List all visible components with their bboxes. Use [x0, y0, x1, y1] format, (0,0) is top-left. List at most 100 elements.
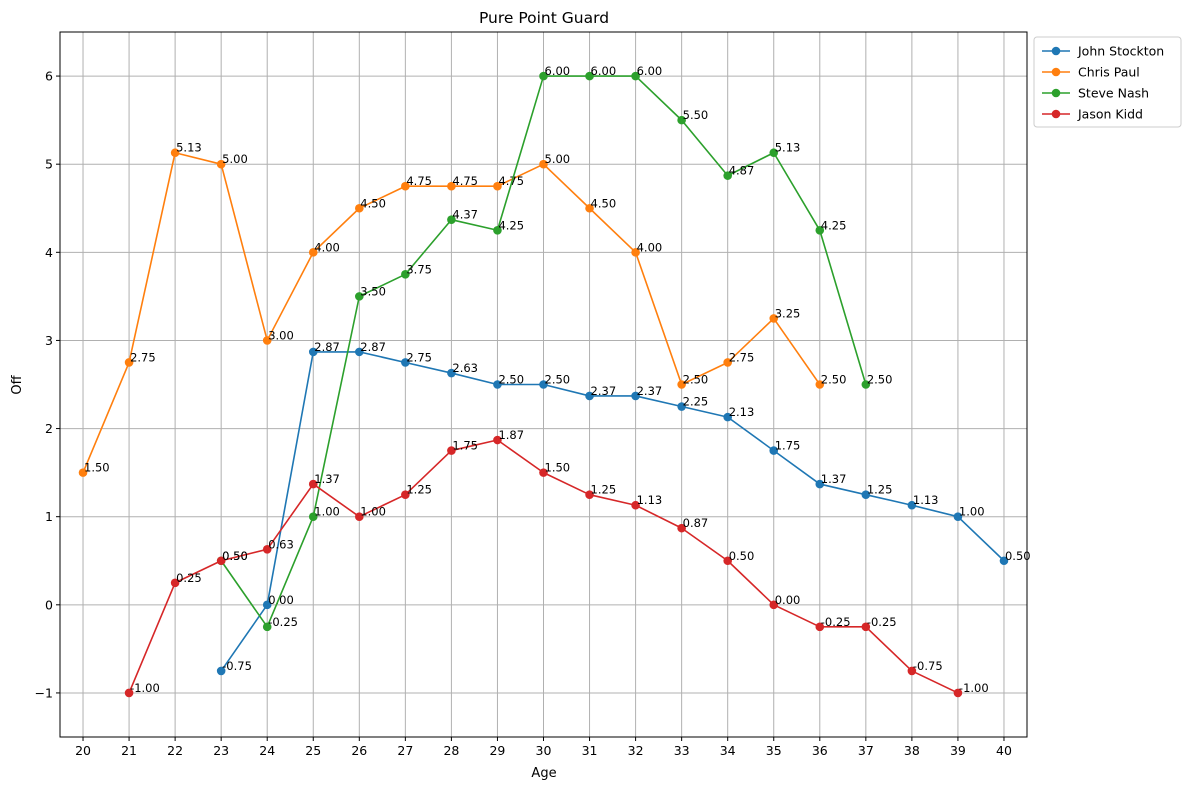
y-tick-label: 4	[45, 245, 53, 260]
data-point-chris-paul	[401, 181, 410, 191]
x-tick-label: 28	[443, 743, 459, 758]
data-label-jason-kidd: 1.37	[314, 472, 340, 486]
data-label-steve-nash: -0.25	[268, 615, 298, 629]
data-point-jason-kidd	[861, 622, 871, 632]
series-layer: -0.75 0.00 2.87 2.87 2.75 2.63 2.50 2.50 2.37 2.3…	[78, 64, 1031, 698]
x-tick-label: 38	[904, 743, 920, 758]
data-point-john-stockton	[585, 391, 594, 401]
data-point-chris-paul	[216, 159, 226, 169]
data-label-chris-paul: 4.75	[452, 174, 478, 188]
legend-item-jason-kidd: Jason Kidd	[1042, 107, 1143, 122]
legend-label-jason-kidd: Jason Kidd	[1077, 107, 1143, 122]
data-label-chris-paul: 2.75	[729, 350, 755, 364]
data-point-chris-paul	[78, 468, 88, 477]
data-label-john-stockton: 2.87	[360, 340, 386, 354]
data-label-jason-kidd: 1.00	[360, 505, 386, 519]
data-label-steve-nash: 3.75	[406, 262, 432, 276]
data-label-steve-nash: 6.00	[637, 64, 663, 78]
series-jason-kidd: -1.00 0.25 0.50 0.63 1.37 1.00 1.25 1.75 1.87 1.5…	[124, 428, 989, 698]
x-tick-label: 37	[858, 743, 874, 758]
legend-item-john-stockton: John Stockton	[1042, 44, 1164, 59]
data-label-chris-paul: 4.75	[498, 174, 524, 188]
y-tick-label: 6	[45, 69, 53, 84]
legend-box	[1033, 36, 1182, 128]
data-label-steve-nash: 1.00	[314, 505, 340, 519]
data-point-jason-kidd	[907, 666, 917, 676]
data-point-steve-nash	[401, 270, 410, 279]
data-label-jason-kidd: 0.25	[176, 571, 202, 585]
data-label-john-stockton: 2.37	[637, 384, 663, 398]
data-label-steve-nash: 6.00	[591, 64, 617, 78]
data-point-jason-kidd	[585, 490, 594, 499]
data-label-john-stockton: 2.75	[406, 350, 432, 364]
data-point-john-stockton	[308, 347, 318, 357]
data-label-steve-nash: 4.25	[821, 218, 847, 232]
x-tick-label: 21	[121, 743, 137, 758]
data-label-john-stockton: 1.75	[775, 439, 801, 453]
data-label-jason-kidd: 0.87	[683, 516, 709, 530]
data-point-john-stockton	[723, 412, 732, 422]
data-point-chris-paul	[355, 203, 364, 213]
data-point-john-stockton	[401, 358, 410, 367]
data-point-jason-kidd	[447, 446, 456, 455]
data-label-jason-kidd: 1.50	[545, 461, 571, 475]
data-point-jason-kidd	[815, 622, 825, 632]
data-label-jason-kidd: -1.00	[959, 681, 989, 695]
data-point-jason-kidd	[170, 578, 180, 588]
data-label-jason-kidd: 1.25	[591, 483, 617, 497]
data-point-steve-nash	[631, 71, 640, 81]
data-label-steve-nash: 4.37	[452, 208, 478, 222]
data-label-john-stockton: 2.63	[452, 361, 478, 375]
x-tick-label: 24	[259, 743, 275, 758]
x-tick-label: 32	[628, 743, 644, 758]
data-point-john-stockton	[355, 347, 364, 357]
data-label-john-stockton: 0.50	[1005, 549, 1031, 563]
y-tick-label: 1	[45, 509, 53, 524]
data-point-jason-kidd	[216, 556, 226, 566]
data-point-jason-kidd	[723, 556, 732, 566]
data-label-steve-nash: 6.00	[545, 64, 571, 78]
legend-marker-steve-nash	[1051, 88, 1061, 98]
legend-marker-john-stockton	[1051, 46, 1061, 56]
legend-marker-jason-kidd	[1051, 109, 1061, 119]
y-tick-label: 3	[45, 333, 53, 348]
data-label-chris-paul: 2.50	[821, 373, 847, 387]
data-label-chris-paul: 4.00	[637, 240, 663, 254]
y-tick-label: 0	[45, 597, 53, 612]
data-point-steve-nash	[355, 292, 364, 301]
data-point-john-stockton	[631, 391, 640, 401]
data-point-steve-nash	[861, 380, 871, 389]
data-point-chris-paul	[539, 159, 548, 169]
data-label-john-stockton: 1.37	[821, 472, 847, 486]
x-tick-label: 20	[75, 743, 91, 758]
data-label-chris-paul: 1.50	[84, 461, 110, 475]
x-tick-label: 27	[397, 743, 413, 758]
data-point-chris-paul	[677, 380, 686, 389]
data-label-john-stockton: 1.00	[959, 505, 985, 519]
data-label-chris-paul: 5.00	[222, 152, 248, 166]
data-point-steve-nash	[262, 622, 272, 632]
data-point-jason-kidd	[355, 512, 364, 521]
data-point-chris-paul	[262, 336, 272, 345]
data-label-jason-kidd: 0.50	[222, 549, 248, 563]
y-tick-label: 5	[45, 157, 53, 172]
y-tick-label: −1	[35, 685, 53, 700]
data-label-chris-paul: 3.00	[268, 328, 294, 342]
legend-item-chris-paul: Chris Paul	[1042, 65, 1140, 80]
x-tick-label: 30	[536, 743, 552, 758]
data-label-john-stockton: 2.87	[314, 340, 340, 354]
data-point-steve-nash	[447, 215, 456, 225]
data-label-jason-kidd: 0.63	[268, 537, 294, 551]
data-label-chris-paul: 4.00	[314, 240, 340, 254]
x-tick-label: 34	[720, 743, 736, 758]
data-point-jason-kidd	[769, 600, 779, 610]
data-point-chris-paul	[769, 314, 779, 323]
series-john-stockton: -0.75 0.00 2.87 2.87 2.75 2.63 2.50 2.50 2.37 2.3…	[216, 340, 1031, 676]
x-tick-label: 33	[674, 743, 690, 758]
data-point-jason-kidd	[124, 688, 134, 698]
x-tick-label: 35	[766, 743, 782, 758]
data-label-john-stockton: 1.25	[867, 483, 893, 497]
data-point-jason-kidd	[677, 523, 686, 533]
